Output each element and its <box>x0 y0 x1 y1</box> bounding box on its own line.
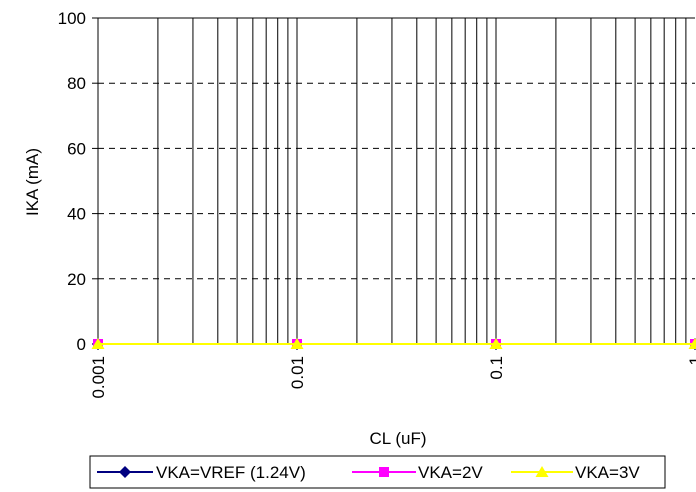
x-tick-label: 1 <box>686 356 696 365</box>
x-tick-label: 0.1 <box>487 356 506 380</box>
legend-item: VKA=3V <box>511 463 640 482</box>
legend-marker <box>379 467 389 477</box>
y-tick-label: 80 <box>67 74 86 93</box>
y-axis-title: IKA (mA) <box>23 148 42 216</box>
y-tick-label: 40 <box>67 205 86 224</box>
y-tick-label: 20 <box>67 270 86 289</box>
tick-labels: 0 20 40 60 80 100 0.001 0.01 0.1 1 <box>58 9 696 399</box>
x-tick-label: 0.01 <box>288 356 307 389</box>
legend-label: VKA=3V <box>575 463 640 482</box>
legend-item: VKA=2V <box>352 463 483 482</box>
data-point <box>489 338 503 349</box>
data-point <box>290 338 304 349</box>
grid-lines <box>98 18 695 344</box>
data-point <box>91 338 105 349</box>
x-tick-label: 0.001 <box>89 356 108 399</box>
legend-label: VKA=2V <box>418 463 483 482</box>
x-axis-title: CL (uF) <box>370 429 427 448</box>
y-tick-label: 60 <box>67 139 86 158</box>
legend: VKA=VREF (1.24V) VKA=2V VKA=3V <box>89 455 666 489</box>
legend-item: VKA=VREF (1.24V) <box>97 463 306 482</box>
legend-label: VKA=VREF (1.24V) <box>156 463 306 482</box>
data-point <box>688 338 696 349</box>
series <box>91 338 696 350</box>
legend-marker <box>119 466 131 478</box>
axes <box>92 17 696 350</box>
y-tick-label: 0 <box>77 335 86 354</box>
legend-marker <box>535 466 549 477</box>
y-tick-label: 100 <box>58 9 86 28</box>
series-3 <box>91 338 696 349</box>
